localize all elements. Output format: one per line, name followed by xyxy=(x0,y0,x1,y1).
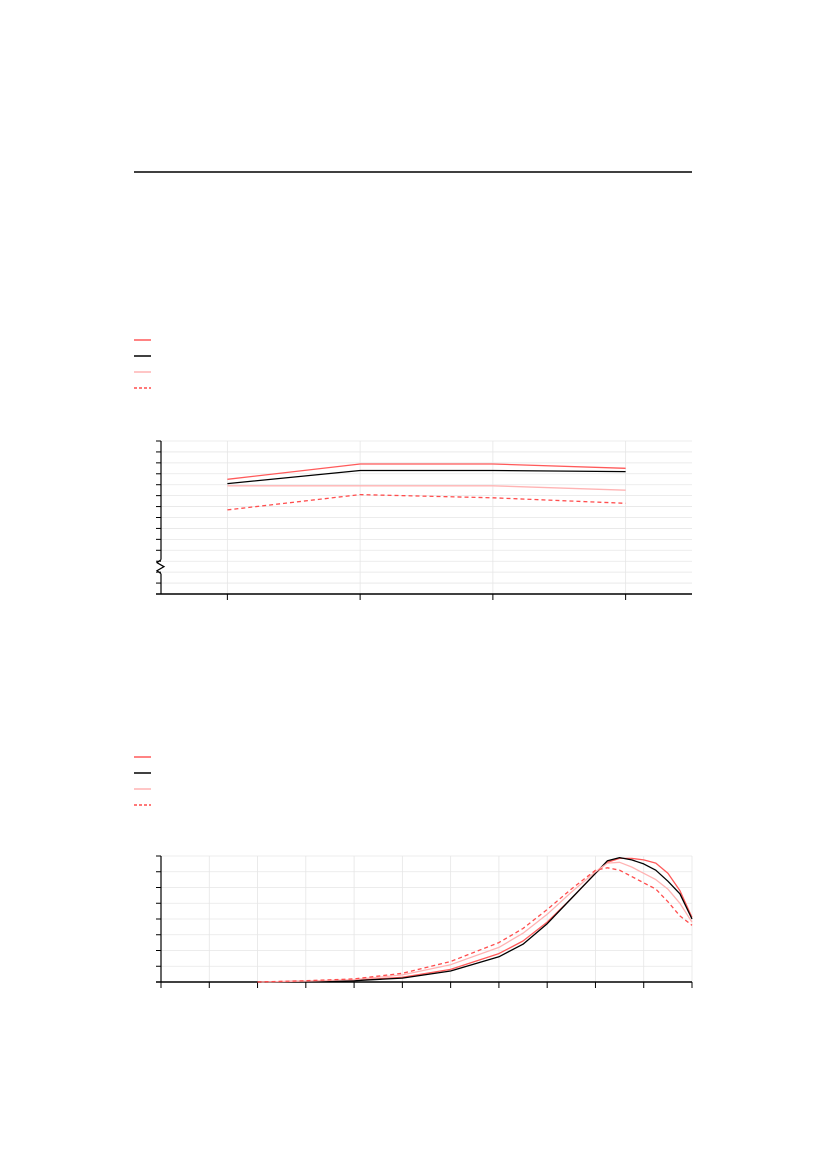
chart2-series-2-line xyxy=(257,856,693,983)
chart1-series-2-line xyxy=(227,469,626,485)
chart2-series-3-line xyxy=(257,861,693,983)
chart2-series-4-line xyxy=(257,867,693,983)
chart1-series-3-line xyxy=(227,485,626,491)
chart1-axis-break-icon xyxy=(155,559,166,575)
chart1-series-4-line xyxy=(227,493,626,511)
chart1-series-1-line xyxy=(227,463,626,480)
